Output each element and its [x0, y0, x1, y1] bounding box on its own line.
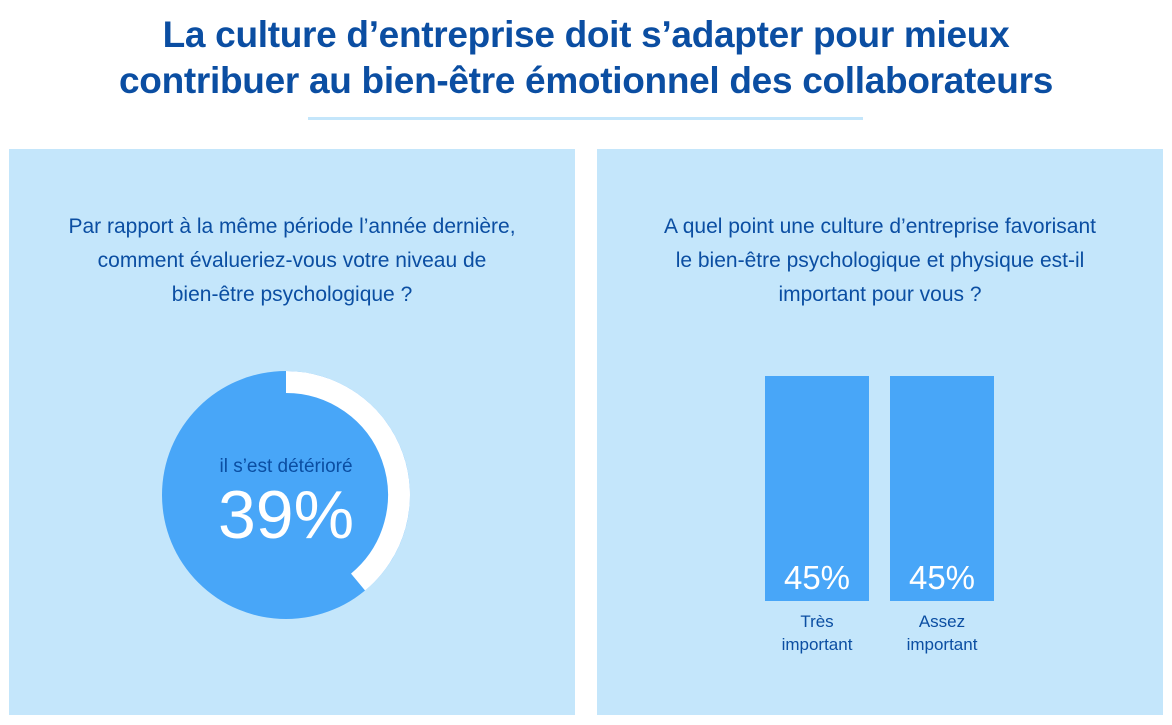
left-panel: Par rapport à la même période l’année de… [9, 149, 575, 715]
bar-1 [765, 376, 869, 601]
donut-ring-arc [285, 371, 410, 591]
bar-value-label-2: 45% [909, 559, 975, 596]
bar-value-label-1: 45% [784, 559, 850, 596]
donut-label: il s’est détérioré [219, 456, 352, 477]
category-label-1-line-2: important [782, 635, 853, 654]
donut-disc [162, 371, 410, 619]
category-label-2-line-2: important [907, 635, 978, 654]
left-question-line-2: comment évalueriez-vous votre niveau de [97, 249, 487, 272]
right-question: A quel point une culture d’entreprise fa… [612, 210, 1148, 312]
page-title-line-2: contribuer au bien-être émotionnel des c… [119, 60, 1053, 101]
donut-value: 39% [218, 477, 354, 553]
category-label-2-line-1: Assez [919, 612, 965, 631]
bar-chart: 45% Très important 45% Assez important [765, 376, 994, 654]
right-panel: A quel point une culture d’entreprise fa… [597, 149, 1163, 715]
page-title-line-1: La culture d’entreprise doit s’adapter p… [162, 14, 1010, 55]
bar-2 [890, 376, 994, 601]
title-underline [308, 117, 863, 120]
page-title: La culture d’entreprise doit s’adapter p… [0, 12, 1172, 104]
right-question-line-2: le bien-être psychologique et physique e… [675, 249, 1085, 272]
left-question-line-1: Par rapport à la même période l’année de… [68, 215, 516, 238]
left-question: Par rapport à la même période l’année de… [24, 210, 560, 312]
right-question-line-1: A quel point une culture d’entreprise fa… [664, 215, 1096, 238]
left-question-line-3: bien-être psychologique ? [171, 283, 413, 306]
category-label-1-line-1: Très [800, 612, 833, 631]
right-question-line-3: important pour vous ? [778, 283, 982, 306]
